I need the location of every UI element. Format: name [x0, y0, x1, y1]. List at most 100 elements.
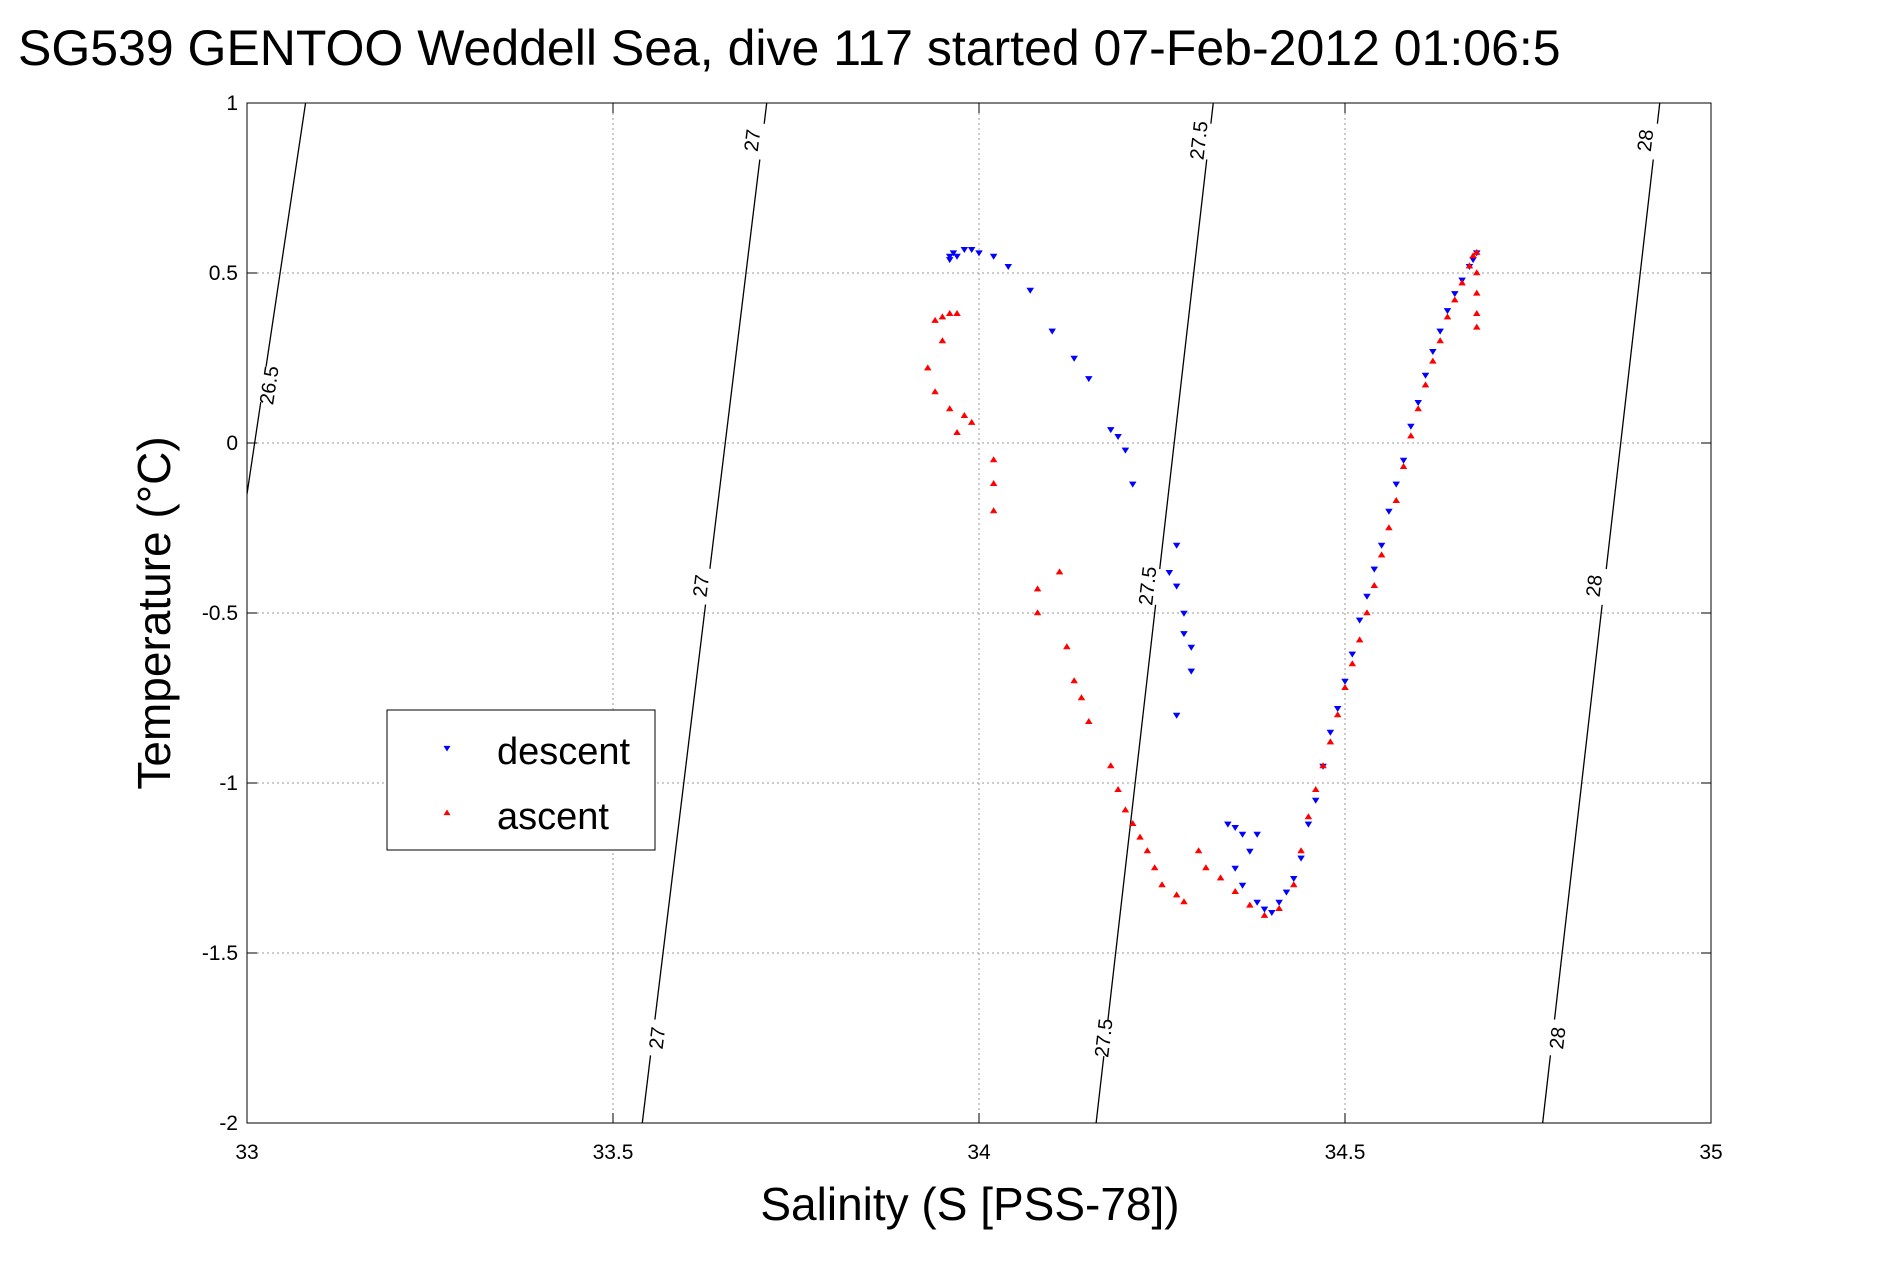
descent-point	[1238, 831, 1247, 838]
ascent-point	[931, 388, 939, 395]
descent-point	[1187, 668, 1196, 675]
descent-point	[975, 250, 983, 257]
contour-label-bg	[1630, 121, 1661, 160]
descent-point	[1414, 399, 1422, 406]
descent-point	[1429, 348, 1437, 355]
contour-label: 27	[690, 574, 715, 599]
ascent-point	[1377, 551, 1386, 558]
ascent-point	[1033, 585, 1042, 592]
ascent-point	[1436, 337, 1444, 344]
descent-point	[1180, 610, 1188, 617]
descent-point	[1370, 566, 1379, 573]
legend: descent ascent	[386, 709, 656, 851]
y-tick-label: -2	[219, 1112, 238, 1135]
ascent-point	[1194, 847, 1203, 854]
ascent-point	[1077, 694, 1086, 701]
descent-point	[949, 250, 958, 257]
ascent-point	[1385, 524, 1393, 531]
descent-point	[1268, 909, 1276, 916]
ascent-point	[1290, 881, 1298, 888]
descent-point	[1048, 328, 1056, 335]
ascent-point	[1473, 248, 1481, 255]
descent-point	[1451, 291, 1459, 298]
series-descent	[945, 246, 1481, 916]
ascent-point	[1429, 357, 1437, 364]
descent-point	[1128, 481, 1137, 488]
descent-point	[1004, 263, 1013, 270]
grid-lines	[247, 103, 1711, 1123]
descent-point	[1355, 617, 1364, 624]
ascent-point	[1172, 891, 1181, 898]
contour-label: 28	[1583, 574, 1607, 599]
descent-point	[1172, 712, 1181, 719]
x-tick-label: 33.5	[593, 1141, 634, 1164]
descent-point	[1348, 651, 1357, 658]
axis-ticks: 33 33.5 34 34.5 35 -2 -1.5 -1 -0.5 0 0.5 1	[202, 92, 1723, 1164]
ascent-point	[1473, 269, 1481, 276]
descent-point	[1333, 705, 1342, 712]
descent-point	[1326, 729, 1335, 736]
descent-point	[1238, 882, 1247, 889]
series-ascent	[924, 248, 1481, 918]
descent-point	[1385, 508, 1393, 515]
legend-label-ascent: ascent	[497, 796, 609, 838]
descent-point	[1290, 875, 1298, 882]
contour-label-bg	[685, 566, 716, 606]
ascent-point	[1202, 864, 1210, 871]
y-axis-label: Temperature (°C)	[128, 436, 180, 789]
ascent-point	[1143, 847, 1152, 854]
legend-box	[386, 709, 656, 851]
descent-point	[1114, 433, 1122, 440]
ascent-point	[1055, 568, 1064, 575]
y-tick-label: -1	[219, 772, 238, 795]
ascent-point	[967, 418, 976, 425]
descent-point	[1231, 824, 1239, 831]
contour-label: 28	[1546, 1026, 1570, 1051]
contour-label-bg	[1132, 566, 1163, 606]
descent-point	[1407, 423, 1415, 430]
ascent-point	[1363, 609, 1371, 616]
ascent-point	[953, 429, 961, 436]
ascent-point	[1158, 881, 1166, 888]
ascent-point	[1260, 911, 1269, 918]
descent-point	[1224, 821, 1232, 828]
ascent-point	[1275, 905, 1283, 912]
descent-point	[989, 253, 998, 260]
density-contour-3	[1541, 103, 1661, 1123]
descent-point	[1436, 328, 1444, 335]
ascent-point	[945, 310, 954, 317]
ascent-point	[1333, 711, 1342, 718]
x-tick-label: 34	[967, 1141, 991, 1164]
descent-point	[1246, 848, 1254, 855]
ascent-point	[1121, 806, 1130, 813]
ascent-point	[1326, 738, 1335, 745]
ascent-point	[1085, 718, 1093, 725]
ascent-point	[1421, 381, 1430, 388]
data-series	[924, 246, 1481, 918]
contour-label-bg	[1578, 566, 1609, 606]
ascent-point	[1319, 762, 1327, 769]
descent-point	[960, 246, 969, 253]
descent-point	[1260, 906, 1269, 913]
descent-point	[1275, 899, 1283, 906]
ascent-point	[1407, 432, 1415, 439]
ascent-point	[931, 316, 939, 323]
ascent-point	[1063, 643, 1071, 650]
descent-point	[1363, 593, 1371, 600]
x-tick-label: 35	[1699, 1141, 1722, 1164]
legend-marker-ascent	[443, 809, 451, 816]
descent-point	[1443, 308, 1452, 315]
ascent-point	[938, 313, 947, 320]
contour-label-bg	[253, 365, 285, 405]
y-tick-label: 0.5	[209, 262, 238, 285]
density-contour-0	[247, 103, 307, 495]
ascent-point	[945, 405, 954, 412]
x-tick-label: 33	[235, 1141, 258, 1164]
descent-point	[1121, 447, 1130, 454]
descent-point	[1231, 865, 1239, 872]
descent-point	[1107, 427, 1115, 434]
y-tick-label: -1.5	[202, 942, 238, 965]
descent-point	[1070, 355, 1078, 362]
